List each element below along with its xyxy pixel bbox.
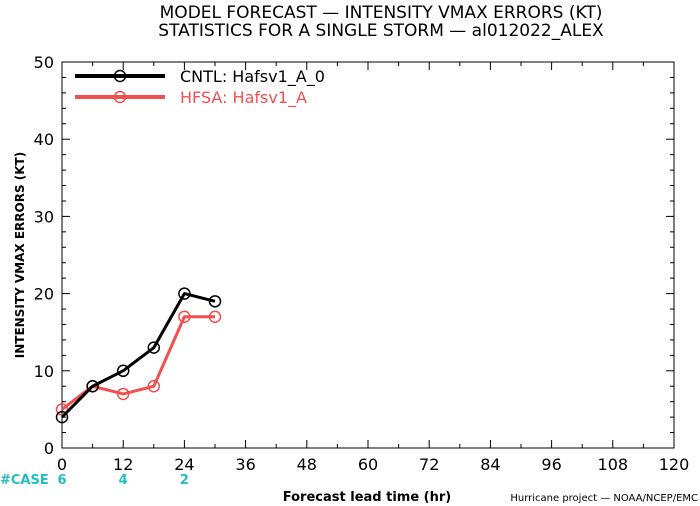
x-tick-label: 0 [57, 455, 67, 474]
y-axis-label: INTENSITY VMAX ERRORS (KT) [13, 152, 27, 358]
data-point [147, 379, 161, 393]
data-point [208, 295, 222, 308]
data-point [86, 379, 99, 393]
data-point [178, 310, 191, 324]
x-axis-label: Forecast lead time (hr) [283, 490, 451, 505]
data-point [116, 387, 130, 401]
data-point [178, 287, 191, 300]
legend-marker [113, 69, 127, 83]
y-tick-label: 50 [34, 53, 54, 72]
x-tick-label: 60 [358, 455, 378, 474]
case-counts: #CASE 6 4 2 [0, 473, 189, 488]
x-tick-label: 72 [419, 455, 439, 474]
x-tick-label: 12 [113, 455, 133, 474]
credit-text: Hurricane project — NOAA/NCEP/EMC [510, 493, 698, 504]
legend-label: CNTL: Hafsv1_A_0 [180, 67, 325, 87]
x-tick-label: 36 [235, 455, 255, 474]
y-axis: 0 10 20 30 40 50 [34, 53, 674, 458]
series-layer [55, 287, 222, 424]
x-tick-label: 48 [297, 455, 317, 474]
legend-label: HFSA: Hafsv1_A [180, 88, 307, 108]
data-point [147, 341, 161, 354]
x-axis: 0 12 24 36 48 60 72 84 96 108 120 [57, 62, 689, 474]
data-point [55, 403, 69, 416]
data-point [55, 410, 69, 424]
y-tick-label: 40 [34, 130, 54, 149]
y-tick-label: 20 [34, 285, 54, 304]
case-count: 4 [119, 473, 128, 488]
y-tick-label: 0 [44, 439, 54, 458]
x-tick-label: 96 [541, 455, 561, 474]
series-line [60, 292, 216, 419]
data-point [208, 310, 222, 324]
chart-title: MODEL FORECAST — INTENSITY VMAX ERRORS (… [160, 3, 603, 23]
x-tick-label: 24 [174, 455, 194, 474]
case-label: #CASE [0, 473, 49, 488]
x-tick-label: 120 [659, 455, 690, 474]
legend-marker [113, 90, 127, 104]
case-count: 2 [180, 473, 189, 488]
x-tick-label: 84 [480, 455, 500, 474]
y-tick-label: 30 [34, 207, 54, 226]
y-tick-label: 10 [34, 362, 54, 381]
x-tick-label: 108 [598, 455, 629, 474]
plot-area [61, 61, 675, 449]
chart-subtitle: STATISTICS FOR A SINGLE STORM — al012022… [158, 21, 604, 41]
case-count: 6 [57, 473, 66, 488]
data-point [116, 364, 130, 378]
